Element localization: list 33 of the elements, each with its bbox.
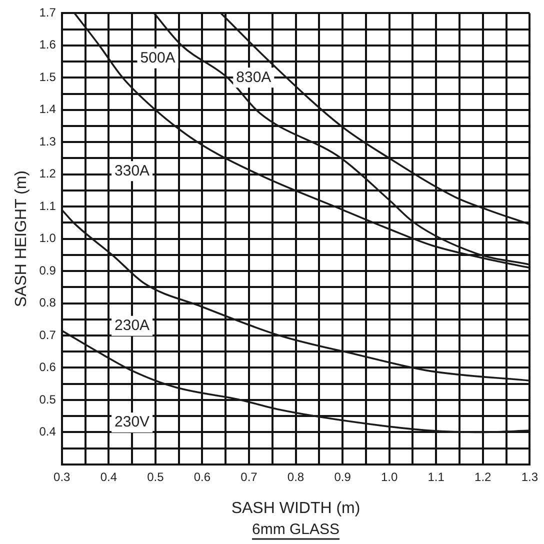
- y-tick-label: 1.6: [39, 38, 56, 52]
- y-tick-label: 0.7: [39, 328, 56, 342]
- y-tick-label: 1.3: [39, 134, 56, 148]
- x-tick-label: 1.1: [428, 470, 445, 484]
- x-tick-label: 0.5: [147, 470, 164, 484]
- annotation: 330A: [114, 162, 150, 180]
- x-tick-label: 0.6: [194, 470, 211, 484]
- x-tick-label: 0.4: [100, 470, 118, 484]
- x-axis-title: SASH WIDTH (m): [231, 500, 360, 517]
- y-tick-label: 1.0: [39, 231, 56, 246]
- y-tick-label: 0.8: [39, 296, 56, 310]
- y-tick-label: 1.5: [39, 70, 56, 84]
- annotation: 230V: [114, 414, 150, 431]
- y-tick-label: 1.1: [39, 198, 56, 213]
- y-tick-label: 1.4: [39, 102, 56, 116]
- y-tick-label: 1.2: [39, 166, 56, 181]
- x-tick-label: 1.3: [521, 470, 538, 484]
- x-tick-label: 0.9: [334, 470, 352, 484]
- x-tick-label: 1.2: [474, 470, 492, 484]
- text: 6mm GLASS: [252, 521, 340, 538]
- x-tick-label: 0.3: [54, 470, 71, 484]
- annotation: 230A: [114, 316, 150, 334]
- y-tick-label: 0.4: [39, 424, 56, 438]
- y-tick-label: 0.6: [39, 360, 56, 374]
- annotation: 830A: [236, 68, 272, 86]
- x-tick-label: 0.8: [287, 470, 304, 484]
- x-tick-label: 1.0: [380, 470, 398, 484]
- y-tick-label: 0.5: [39, 392, 56, 406]
- y-tick-label: 0.9: [39, 263, 56, 278]
- x-tick-label: 0.7: [240, 470, 258, 484]
- y-axis-title: SASH HEIGHT (m): [13, 170, 30, 308]
- y-tick-label: 1.7: [39, 6, 56, 20]
- annotation: 500A: [140, 49, 176, 66]
